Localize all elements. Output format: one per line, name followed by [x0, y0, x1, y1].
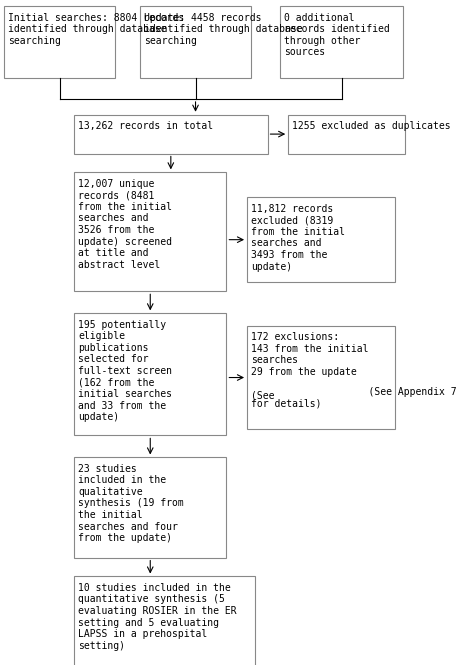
Text: 172 exclusions:
143 from the initial
searches
29 from the update

(See: 172 exclusions: 143 from the initial sea… — [251, 332, 369, 400]
Text: Update: 4458 records
identified through database
searching: Update: 4458 records identified through … — [144, 13, 303, 46]
FancyBboxPatch shape — [247, 198, 395, 282]
FancyBboxPatch shape — [74, 114, 267, 154]
FancyBboxPatch shape — [247, 326, 395, 429]
Text: 13,262 records in total: 13,262 records in total — [78, 121, 213, 131]
Text: 23 studies
included in the
qualitative
synthesis (19 from
the initial
searches a: 23 studies included in the qualitative s… — [78, 464, 184, 543]
Text: 0 additional
records identified
through other
sources: 0 additional records identified through … — [284, 13, 390, 57]
Text: 10 studies included in the
quantitative synthesis (5
evaluating ROSIER in the ER: 10 studies included in the quantitative … — [78, 583, 237, 651]
FancyBboxPatch shape — [74, 172, 227, 291]
FancyBboxPatch shape — [288, 114, 405, 154]
FancyBboxPatch shape — [74, 577, 255, 665]
FancyBboxPatch shape — [74, 313, 227, 436]
FancyBboxPatch shape — [4, 6, 115, 78]
Text: 1255 excluded as duplicates: 1255 excluded as duplicates — [292, 121, 451, 131]
Text: Initial searches: 8804 records
identified through database
searching: Initial searches: 8804 records identifie… — [8, 13, 184, 46]
FancyBboxPatch shape — [280, 6, 403, 78]
Text: (See Appendix 7
for details): (See Appendix 7 for details) — [251, 387, 457, 409]
Text: 195 potentially
eligible
publications
selected for
full-text screen
(162 from th: 195 potentially eligible publications se… — [78, 320, 172, 422]
FancyBboxPatch shape — [140, 6, 251, 78]
Text: 11,812 records
excluded (8319
from the initial
searches and
3493 from the
update: 11,812 records excluded (8319 from the i… — [251, 203, 345, 271]
Text: 12,007 unique
records (8481
from the initial
searches and
3526 from the
update) : 12,007 unique records (8481 from the ini… — [78, 179, 172, 270]
FancyBboxPatch shape — [74, 458, 227, 558]
